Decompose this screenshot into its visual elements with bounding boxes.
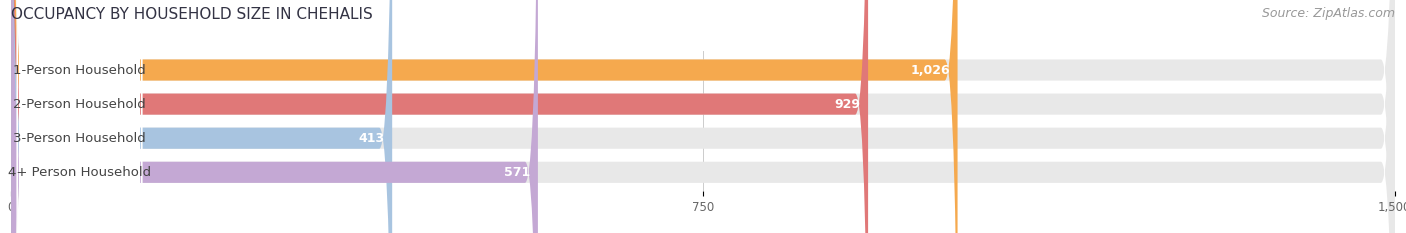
FancyBboxPatch shape: [11, 0, 1395, 233]
Text: Source: ZipAtlas.com: Source: ZipAtlas.com: [1261, 7, 1395, 20]
Text: 3-Person Household: 3-Person Household: [13, 132, 146, 145]
FancyBboxPatch shape: [11, 0, 1395, 233]
Text: 1-Person Household: 1-Person Household: [13, 64, 146, 76]
FancyBboxPatch shape: [11, 0, 957, 233]
Text: 1,026: 1,026: [911, 64, 950, 76]
FancyBboxPatch shape: [17, 0, 142, 233]
Text: 2-Person Household: 2-Person Household: [13, 98, 146, 111]
Text: OCCUPANCY BY HOUSEHOLD SIZE IN CHEHALIS: OCCUPANCY BY HOUSEHOLD SIZE IN CHEHALIS: [11, 7, 373, 22]
Text: 929: 929: [835, 98, 860, 111]
FancyBboxPatch shape: [17, 0, 142, 233]
FancyBboxPatch shape: [11, 0, 1395, 233]
FancyBboxPatch shape: [11, 0, 392, 233]
FancyBboxPatch shape: [11, 0, 538, 233]
FancyBboxPatch shape: [11, 0, 868, 233]
FancyBboxPatch shape: [17, 0, 142, 233]
FancyBboxPatch shape: [11, 0, 1395, 233]
Text: 413: 413: [359, 132, 385, 145]
Text: 4+ Person Household: 4+ Person Household: [8, 166, 150, 179]
FancyBboxPatch shape: [17, 0, 142, 233]
Text: 571: 571: [505, 166, 530, 179]
